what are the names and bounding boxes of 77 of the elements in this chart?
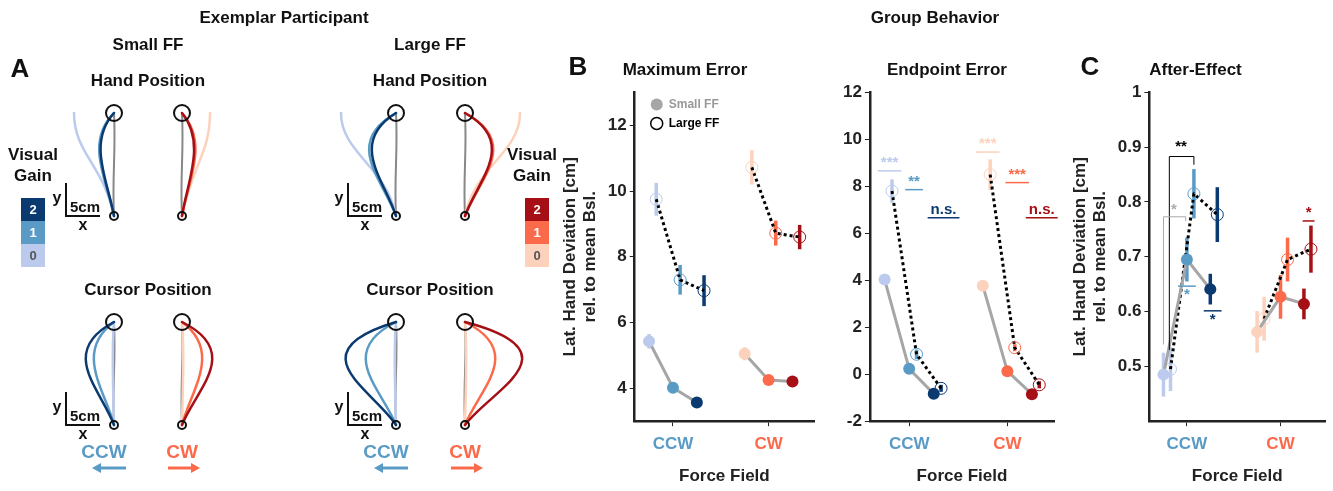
annotation: *: [1183, 285, 1190, 303]
x-tick-label: CCW: [1166, 434, 1209, 454]
text: 5cm: [69, 406, 101, 426]
text: Exemplar Participant: [199, 7, 369, 29]
text: y: [334, 188, 344, 208]
y-tick-label: 0.5: [1117, 356, 1142, 376]
text: x: [360, 424, 370, 444]
text: y: [334, 397, 344, 417]
gain-swatch: 2: [21, 197, 45, 221]
y-axis-title: Lat. Hand Deviation [cm] rel. to mean Bsl.: [559, 157, 600, 357]
text: B: [568, 49, 588, 83]
y-tick-label: 4: [617, 378, 628, 398]
y-tick-label: 0.9: [1117, 136, 1142, 156]
annotation: **: [1175, 137, 1188, 155]
y-tick-label: 2: [852, 316, 862, 336]
y-tick-label: 8: [852, 176, 862, 196]
x-tick-label: CCW: [652, 434, 695, 454]
text: x: [360, 215, 370, 235]
gain-swatch: 2: [525, 197, 549, 221]
text: Small FF: [112, 34, 184, 56]
legend-label: Small FF: [668, 96, 719, 111]
annotation: ***: [978, 134, 997, 152]
x-tick-label: CCW: [888, 434, 931, 454]
x-axis-title: Force Field: [679, 466, 770, 486]
y-tick-label: 0.6: [1117, 301, 1142, 321]
annotation: *: [1305, 203, 1312, 221]
y-tick-label: 12: [607, 114, 627, 134]
text: Visual Gain: [7, 143, 59, 187]
y-tick-label: 4: [852, 269, 863, 289]
chart-title: After-Effect: [1149, 59, 1243, 79]
y-tick-label: 6: [852, 223, 862, 242]
text: 5cm: [351, 406, 383, 426]
y-tick-label: 10: [607, 180, 627, 200]
y-tick-label: 1: [1131, 82, 1142, 102]
text: y: [52, 397, 62, 417]
y-tick-label: 8: [617, 246, 627, 266]
annotation: *: [1209, 309, 1216, 327]
annotation: ***: [1008, 164, 1027, 182]
chart-title: Endpoint Error: [887, 59, 1008, 79]
text: Hand Position: [90, 70, 206, 92]
annotation: ***: [880, 153, 899, 170]
text: x: [78, 424, 88, 444]
text: y: [52, 188, 62, 208]
gain-swatch: 1: [525, 220, 549, 244]
text: Large FF: [394, 34, 466, 56]
text: Hand Position: [372, 70, 488, 92]
annotation: n.s.: [1028, 199, 1055, 217]
annotation: **: [908, 171, 921, 189]
y-tick-label: -2: [846, 410, 862, 430]
legend-label: Large FF: [668, 115, 720, 130]
y-tick-label: 0.7: [1117, 246, 1142, 266]
chart-title: Maximum Error: [622, 59, 748, 79]
text: 5cm: [69, 197, 101, 217]
x-tick-label: CW: [993, 434, 1023, 454]
y-tick-label: 12: [842, 82, 862, 102]
x-axis-title: Force Field: [1191, 466, 1283, 486]
annotation: n.s.: [930, 199, 957, 217]
y-tick-label: 0.8: [1117, 191, 1142, 211]
text: 5cm: [351, 197, 383, 217]
gain-swatch: 0: [21, 243, 45, 267]
y-tick-label: 6: [617, 312, 627, 332]
gain-swatch: 0: [525, 243, 549, 267]
text: Cursor Position: [84, 279, 212, 301]
x-tick-label: CW: [1266, 434, 1296, 454]
x-tick-label: CW: [754, 434, 784, 454]
gain-swatch: 1: [21, 220, 45, 244]
text: Visual Gain: [506, 143, 558, 187]
text: Cursor Position: [366, 279, 494, 301]
text: Group Behavior: [870, 7, 1000, 29]
y-axis-title: Lat. Hand Deviation [cm] rel. to mean Bsl.: [1069, 157, 1110, 357]
text: A: [10, 51, 30, 85]
y-tick-label: 0: [852, 363, 862, 383]
annotation: *: [1171, 200, 1178, 218]
x-axis-title: Force Field: [916, 466, 1008, 486]
y-tick-label: 10: [842, 129, 862, 149]
text: C: [1080, 49, 1100, 83]
text: x: [78, 215, 88, 235]
